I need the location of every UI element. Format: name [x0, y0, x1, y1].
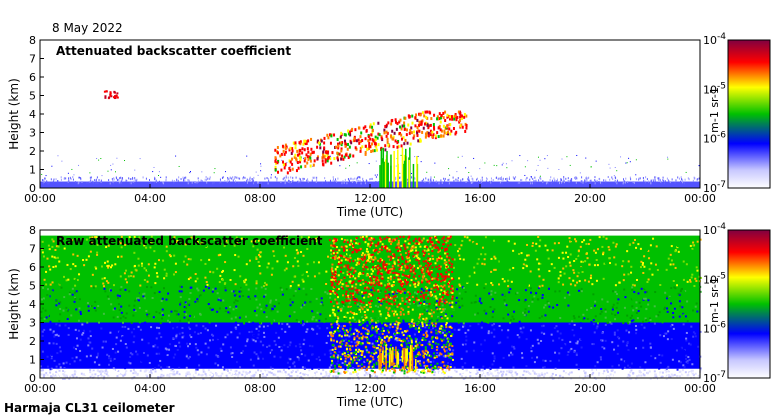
x-tick-label: 04:00 [134, 192, 166, 205]
colorbar-tick-label: 10-5 [703, 271, 726, 286]
colorbar-tick-label: 10-4 [703, 32, 726, 47]
footer-label: Harmaja CL31 ceilometer [4, 401, 175, 415]
panel-1: Attenuated backscatter coefficient 0 1 2 3 4 5… [7, 32, 771, 219]
x-tick-label: 00:00 [24, 192, 56, 205]
y-tick-label: 2 [29, 145, 36, 158]
x-tick-label: 12:00 [354, 382, 386, 395]
colorbar-tick-label: 10-6 [703, 131, 726, 146]
y-tick-label: 3 [29, 127, 36, 140]
y-tick-label: 6 [29, 261, 36, 274]
x-tick-label: 00:00 [684, 382, 716, 395]
y-tick-label: 4 [29, 298, 36, 311]
x-tick-label: 16:00 [464, 382, 496, 395]
x-axis-label: Time (UTC) [336, 205, 403, 219]
y-tick-label: 0 [29, 372, 36, 385]
y-tick-label: 8 [29, 224, 36, 237]
x-axis-label: Time (UTC) [336, 395, 403, 409]
colorbar: 10-7 10-6 10-5 10-4 m-1 sr-1 [703, 32, 771, 195]
colorbar: 10-7 10-6 10-5 10-4 m-1 sr-1 [703, 222, 771, 385]
colorbar-tick-label: 10-4 [703, 222, 726, 237]
y-axis-label: Height (km) [7, 268, 21, 339]
y-tick-label: 5 [29, 90, 36, 103]
y-tick-label: 1 [29, 164, 36, 177]
plot-area [40, 40, 700, 188]
x-tick-label: 08:00 [244, 192, 276, 205]
panel-title: Attenuated backscatter coefficient [56, 44, 291, 58]
x-tick-label: 00:00 [684, 192, 716, 205]
y-tick-label: 2 [29, 335, 36, 348]
y-tick-label: 7 [29, 243, 36, 256]
colorbar-tick-label: 10-6 [703, 321, 726, 336]
x-tick-label: 16:00 [464, 192, 496, 205]
y-tick-label: 8 [29, 34, 36, 47]
panel-2: Raw attenuated backscatter coefficient 0 1… [7, 222, 771, 409]
x-tick-label: 20:00 [574, 192, 606, 205]
x-tick-label: 00:00 [24, 382, 56, 395]
x-tick-label: 20:00 [574, 382, 606, 395]
date-label: 8 May 2022 [52, 21, 123, 35]
panel-title: Raw attenuated backscatter coefficient [56, 234, 323, 248]
y-tick-label: 3 [29, 317, 36, 330]
y-tick-label: 4 [29, 108, 36, 121]
y-tick-label: 5 [29, 280, 36, 293]
y-tick-label: 1 [29, 354, 36, 367]
y-tick-label: 7 [29, 53, 36, 66]
y-tick-label: 0 [29, 182, 36, 195]
x-tick-label: 04:00 [134, 382, 166, 395]
y-tick-label: 6 [29, 71, 36, 84]
colorbar-tick-label: 10-5 [703, 81, 726, 96]
colorbar-label: m-1 sr-1 [708, 87, 721, 133]
colorbar-tick-label: 10-7 [703, 180, 726, 195]
colorbar-label: m-1 sr-1 [708, 277, 721, 323]
colorbar-tick-label: 10-7 [703, 370, 726, 385]
x-tick-label: 08:00 [244, 382, 276, 395]
backscatter-field [40, 230, 702, 380]
y-axis-label: Height (km) [7, 78, 21, 149]
x-tick-label: 12:00 [354, 192, 386, 205]
